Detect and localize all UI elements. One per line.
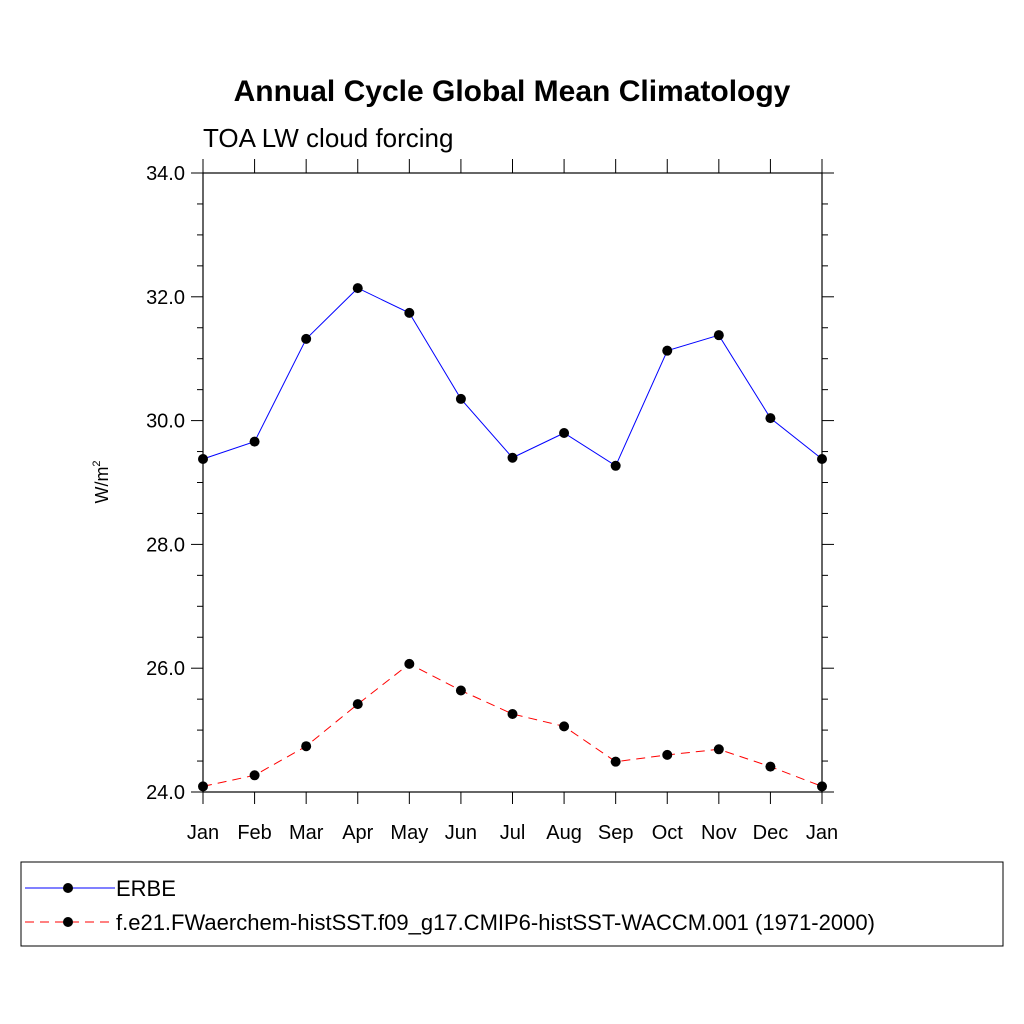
data-point xyxy=(559,427,570,438)
data-point xyxy=(301,333,312,344)
x-tick-label: Jan xyxy=(187,822,219,844)
x-tick-label: Apr xyxy=(342,822,373,844)
y-axis-label-text: W/m xyxy=(92,467,112,504)
data-point xyxy=(455,393,466,404)
x-tick-label: Mar xyxy=(289,822,324,844)
x-tick-label: Dec xyxy=(753,822,789,844)
data-point xyxy=(765,761,776,772)
x-tick-label: Aug xyxy=(546,822,582,844)
series-line xyxy=(202,663,823,787)
x-tick-label: May xyxy=(390,822,428,844)
data-point xyxy=(610,460,621,471)
y-axis-label-superscript: 2 xyxy=(91,460,103,466)
y-tick-label: 32.0 xyxy=(146,287,185,309)
data-point xyxy=(765,413,776,424)
y-tick-label: 28.0 xyxy=(146,534,185,556)
axis-ticks xyxy=(191,159,834,804)
legend-entry: ERBE xyxy=(25,876,176,901)
plot-frame xyxy=(202,172,823,793)
legend-entry: f.e21.FWaerchem-histSST.f09_g17.CMIP6-hi… xyxy=(25,910,875,935)
x-tick-label: Nov xyxy=(701,822,737,844)
data-point xyxy=(713,744,724,755)
x-tick-labels: Jan Feb Mar Apr May Jun Jul Aug Sep Oct Nov Dec Jan xyxy=(187,822,838,844)
data-point xyxy=(610,756,621,767)
x-tick-label: Jul xyxy=(500,822,526,844)
data-point xyxy=(301,741,312,752)
x-tick-label: Oct xyxy=(652,822,684,844)
data-point xyxy=(352,699,363,710)
data-point xyxy=(249,770,260,781)
chart-title: Annual Cycle Global Mean Climatology xyxy=(234,75,791,108)
x-tick-label: Sep xyxy=(598,822,634,844)
legend: ERBE f.e21.FWaerchem-histSST.f09_g17.CMIP… xyxy=(20,861,1004,947)
data-point xyxy=(404,658,415,669)
data-point xyxy=(507,709,518,720)
data-point xyxy=(713,330,724,341)
y-tick-labels: 24.0 26.0 28.0 30.0 32.0 34.0 xyxy=(146,163,185,804)
series-layer xyxy=(198,283,827,792)
y-axis-label: W/m2 xyxy=(91,460,112,503)
x-tick-label: Jan xyxy=(806,822,838,844)
series-line xyxy=(202,287,823,467)
chart-subtitle: TOA LW cloud forcing xyxy=(203,123,453,153)
data-point xyxy=(559,721,570,732)
legend-marker xyxy=(63,883,73,893)
data-point xyxy=(507,452,518,463)
data-point xyxy=(352,283,363,294)
data-point xyxy=(662,749,673,760)
legend-marker xyxy=(63,917,73,927)
data-point xyxy=(455,685,466,696)
legend-label: f.e21.FWaerchem-histSST.f09_g17.CMIP6-hi… xyxy=(116,910,875,935)
data-point xyxy=(662,345,673,356)
y-tick-label: 34.0 xyxy=(146,163,185,185)
y-tick-label: 26.0 xyxy=(146,658,185,680)
data-point xyxy=(404,307,415,318)
x-tick-label: Feb xyxy=(237,822,271,844)
y-tick-label: 24.0 xyxy=(146,782,185,804)
x-tick-label: Jun xyxy=(445,822,477,844)
legend-label: ERBE xyxy=(116,876,176,901)
legend-box xyxy=(20,861,1004,947)
series-1 xyxy=(198,283,827,471)
series-2 xyxy=(198,658,827,792)
y-tick-label: 30.0 xyxy=(146,411,185,433)
data-point xyxy=(249,436,260,447)
